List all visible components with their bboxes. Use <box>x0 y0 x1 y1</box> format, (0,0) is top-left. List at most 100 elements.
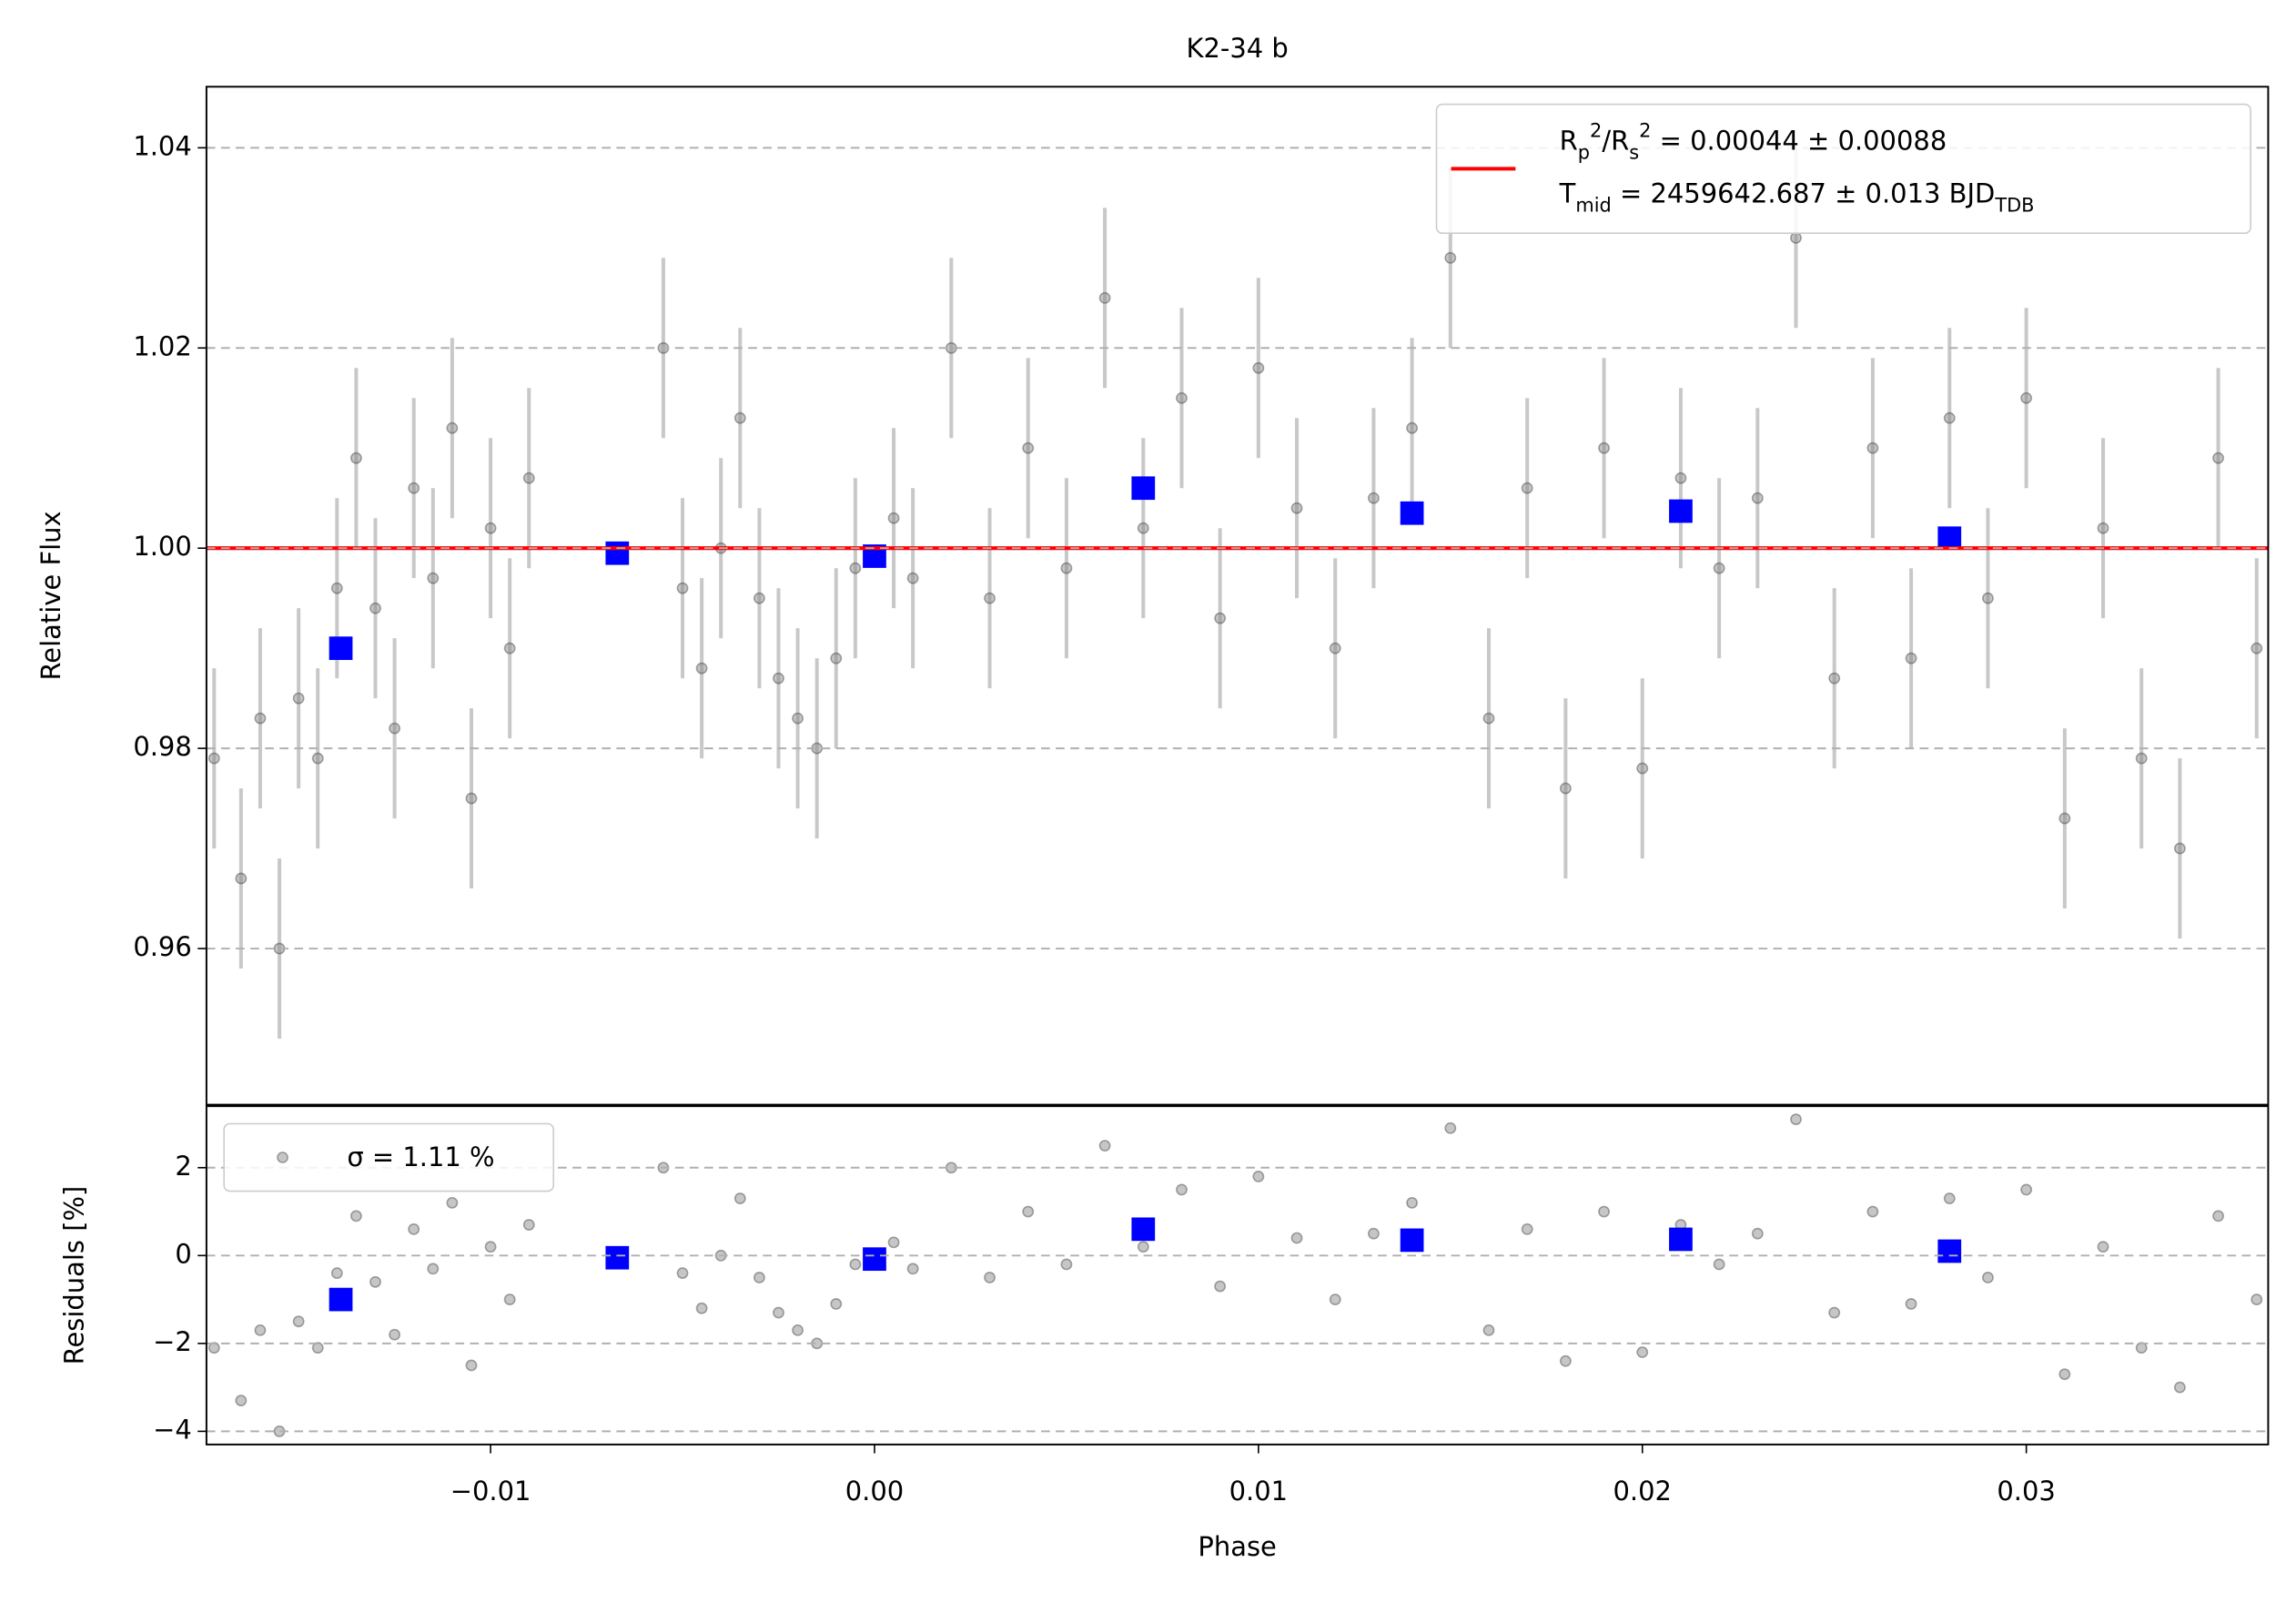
data-point <box>792 1324 804 1336</box>
data-point <box>1713 562 1725 574</box>
data-point <box>311 1342 324 1354</box>
data-point <box>2212 451 2225 464</box>
data-point <box>1790 1113 1802 1126</box>
data-point <box>1290 1232 1303 1244</box>
y-tick-label: 1.02 <box>133 330 191 361</box>
data-point <box>1482 712 1495 725</box>
data-point <box>2097 522 2109 534</box>
binned-point <box>1400 501 1424 525</box>
data-point <box>773 1306 784 1319</box>
data-point <box>1521 1223 1533 1235</box>
data-point <box>1559 1354 1572 1367</box>
data-point <box>503 642 516 654</box>
binned-point <box>605 1245 630 1270</box>
data-point <box>1406 421 1419 434</box>
data-point <box>1982 1272 1994 1283</box>
data-point <box>1060 1258 1073 1271</box>
legend-text: σ = 1.11 % <box>347 1141 494 1172</box>
binned-point <box>1937 526 1962 551</box>
data-point <box>753 592 765 604</box>
data-point <box>1444 251 1457 264</box>
data-point <box>1444 1121 1457 1134</box>
data-point <box>446 421 459 434</box>
data-point <box>2173 842 2186 855</box>
data-point <box>1636 1346 1649 1358</box>
legend-box <box>223 1122 555 1192</box>
data-point <box>1636 762 1649 775</box>
data-point <box>1252 361 1265 374</box>
data-point <box>695 662 708 675</box>
data-point <box>830 1297 843 1310</box>
data-point <box>1866 441 1879 454</box>
y-tick-label: 0.98 <box>133 731 191 762</box>
y-tick-label: 1.00 <box>133 531 191 562</box>
data-point <box>1559 782 1572 795</box>
data-point <box>830 652 843 665</box>
data-point <box>1828 1306 1841 1319</box>
binned-point <box>329 1287 353 1312</box>
data-point <box>1521 482 1533 494</box>
data-point <box>2135 752 2148 765</box>
data-point <box>254 712 267 725</box>
data-point <box>235 872 248 885</box>
data-point <box>2250 1294 2263 1306</box>
data-point <box>1943 1192 1956 1204</box>
data-point <box>1367 1227 1380 1240</box>
data-point <box>235 1395 248 1407</box>
data-point <box>1790 231 1802 244</box>
data-point <box>1367 492 1380 504</box>
data-point <box>1943 411 1956 424</box>
data-point <box>1214 1280 1227 1293</box>
data-point <box>1751 1227 1764 1240</box>
data-point <box>1137 1241 1149 1253</box>
x-tick-label: 0.00 <box>845 1476 904 1507</box>
data-point <box>522 1219 535 1231</box>
chart-title: K2-34 b <box>1187 33 1289 64</box>
x-tick-label: 0.02 <box>1613 1476 1672 1507</box>
legend-text: Tmid = 2459642.687 ± 0.013 BJDTDB <box>1559 178 2035 216</box>
data-point <box>1022 441 1035 454</box>
data-point <box>1751 492 1764 504</box>
data-point <box>1982 592 1994 604</box>
data-point <box>484 1241 497 1253</box>
data-point <box>1828 672 1841 685</box>
legend-marker <box>277 1152 288 1163</box>
data-point <box>1098 291 1111 304</box>
binned-point <box>329 636 353 661</box>
data-point <box>887 512 900 524</box>
data-point <box>2058 812 2071 825</box>
y-tick-label: −2 <box>153 1326 192 1357</box>
data-point <box>792 712 804 725</box>
data-point <box>2020 391 2033 404</box>
data-point <box>753 1272 765 1283</box>
data-point <box>1329 1294 1341 1306</box>
data-point <box>1329 642 1341 654</box>
data-point <box>292 1315 305 1328</box>
legend-box <box>1435 103 2251 234</box>
data-point <box>389 722 401 735</box>
data-point <box>906 1263 919 1275</box>
data-point <box>2212 1210 2225 1223</box>
data-point <box>2058 1368 2071 1381</box>
data-point <box>484 522 497 534</box>
binned-point <box>1669 1227 1693 1252</box>
data-point <box>446 1196 459 1209</box>
data-point <box>2097 1241 2109 1253</box>
x-tick-label: 0.03 <box>1997 1476 2055 1507</box>
data-point <box>427 572 440 584</box>
data-point <box>465 1359 478 1372</box>
data-point <box>773 672 784 685</box>
plot-area <box>207 1113 2263 1437</box>
data-point <box>408 482 420 494</box>
data-point <box>349 1210 362 1223</box>
axes-frame <box>205 1105 2270 1446</box>
data-point <box>887 1236 900 1249</box>
data-point <box>427 1263 440 1275</box>
plot-area <box>206 147 2269 1040</box>
y-tick-label: 1.04 <box>133 130 191 161</box>
data-point <box>695 1302 708 1314</box>
data-point <box>2020 1183 2033 1196</box>
data-point <box>1713 1258 1725 1271</box>
